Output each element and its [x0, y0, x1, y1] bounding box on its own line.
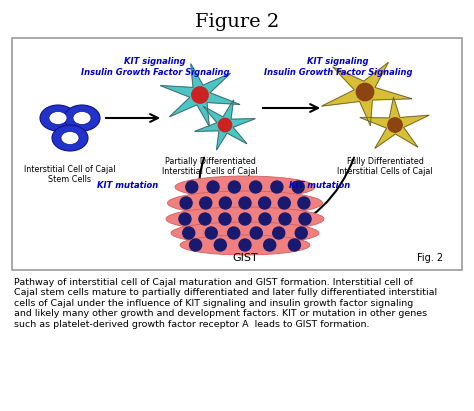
- Ellipse shape: [180, 235, 310, 255]
- Circle shape: [186, 181, 198, 193]
- Circle shape: [259, 197, 271, 209]
- Text: KIT mutation: KIT mutation: [97, 180, 159, 189]
- Circle shape: [298, 197, 310, 209]
- Circle shape: [299, 213, 311, 225]
- Bar: [12, 38, 462, 270]
- Circle shape: [180, 197, 192, 209]
- Circle shape: [288, 239, 301, 251]
- Polygon shape: [195, 100, 255, 150]
- Circle shape: [264, 239, 276, 251]
- Text: KIT mutation: KIT mutation: [289, 180, 351, 189]
- Polygon shape: [322, 62, 411, 126]
- Text: Partially Differentiated
Interstitial Cells of Cajal: Partially Differentiated Interstitial Ce…: [162, 157, 258, 176]
- Circle shape: [292, 181, 304, 193]
- Text: Interstitial Cell of Cajal
Stem Cells: Interstitial Cell of Cajal Stem Cells: [24, 165, 116, 185]
- Circle shape: [183, 227, 195, 239]
- Ellipse shape: [40, 105, 76, 131]
- Circle shape: [250, 181, 262, 193]
- Ellipse shape: [166, 207, 324, 231]
- Text: Fig. 2: Fig. 2: [417, 253, 443, 263]
- Circle shape: [278, 197, 290, 209]
- Circle shape: [190, 239, 201, 251]
- Ellipse shape: [61, 132, 79, 145]
- Ellipse shape: [73, 111, 91, 125]
- Polygon shape: [360, 97, 429, 148]
- Polygon shape: [160, 64, 240, 126]
- Text: GIST: GIST: [232, 253, 258, 263]
- Circle shape: [192, 87, 208, 103]
- Circle shape: [228, 181, 240, 193]
- Circle shape: [259, 213, 271, 225]
- Circle shape: [219, 118, 232, 132]
- Text: Figure 2: Figure 2: [195, 13, 279, 31]
- Text: Pathway of interstitial cell of Cajal maturation and GIST formation. Interstitia: Pathway of interstitial cell of Cajal ma…: [14, 278, 437, 329]
- Circle shape: [239, 239, 251, 251]
- Circle shape: [207, 181, 219, 193]
- Circle shape: [200, 197, 212, 209]
- Circle shape: [239, 213, 251, 225]
- Circle shape: [279, 213, 291, 225]
- Ellipse shape: [167, 191, 322, 215]
- Text: KIT signaling
Insulin Growth Factor Signaling: KIT signaling Insulin Growth Factor Sign…: [264, 57, 412, 77]
- Circle shape: [356, 83, 374, 101]
- Ellipse shape: [171, 222, 319, 244]
- Ellipse shape: [175, 176, 315, 198]
- Circle shape: [219, 197, 231, 209]
- Ellipse shape: [49, 111, 67, 125]
- Circle shape: [273, 227, 285, 239]
- Circle shape: [214, 239, 226, 251]
- Ellipse shape: [52, 125, 88, 151]
- Circle shape: [250, 227, 262, 239]
- Circle shape: [228, 227, 240, 239]
- Text: Fully Differentiated
Interstitial Cells of Cajal: Fully Differentiated Interstitial Cells …: [337, 157, 433, 176]
- Circle shape: [199, 213, 211, 225]
- Circle shape: [205, 227, 217, 239]
- Circle shape: [179, 213, 191, 225]
- Circle shape: [239, 197, 251, 209]
- Circle shape: [271, 181, 283, 193]
- Circle shape: [388, 118, 402, 132]
- Circle shape: [219, 213, 231, 225]
- Ellipse shape: [64, 105, 100, 131]
- Text: KIT signaling
Insulin Growth Factor Signaling: KIT signaling Insulin Growth Factor Sign…: [81, 57, 229, 77]
- Circle shape: [295, 227, 307, 239]
